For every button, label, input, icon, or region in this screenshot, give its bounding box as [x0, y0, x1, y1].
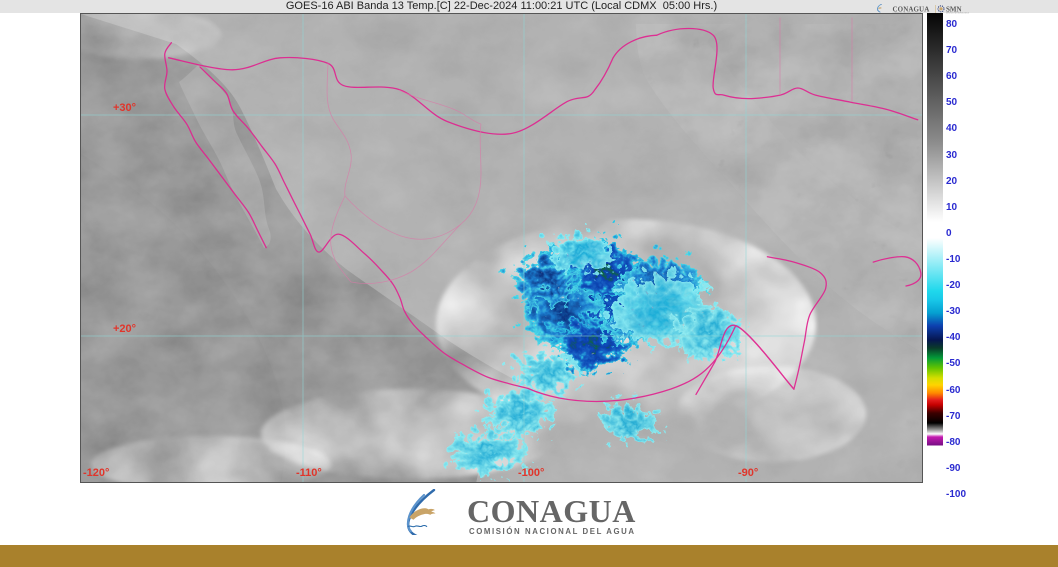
svg-text:COMISIÓN NACIONAL DEL AGUA: COMISIÓN NACIONAL DEL AGUA: [469, 527, 636, 535]
svg-text:-90°: -90°: [738, 467, 758, 479]
svg-text:-110°: -110°: [296, 467, 322, 479]
svg-text:-120°: -120°: [83, 467, 109, 479]
svg-text:CONAGUA: CONAGUA: [467, 493, 636, 529]
svg-text:+20°: +20°: [113, 323, 136, 335]
svg-text:+30°: +30°: [113, 102, 136, 114]
svg-text:-100°: -100°: [518, 467, 544, 479]
svg-text:SMN: SMN: [946, 5, 962, 13]
svg-text:SERVICIO METEOROLOGICO: SERVICIO METEOROLOGICO: [946, 12, 970, 14]
